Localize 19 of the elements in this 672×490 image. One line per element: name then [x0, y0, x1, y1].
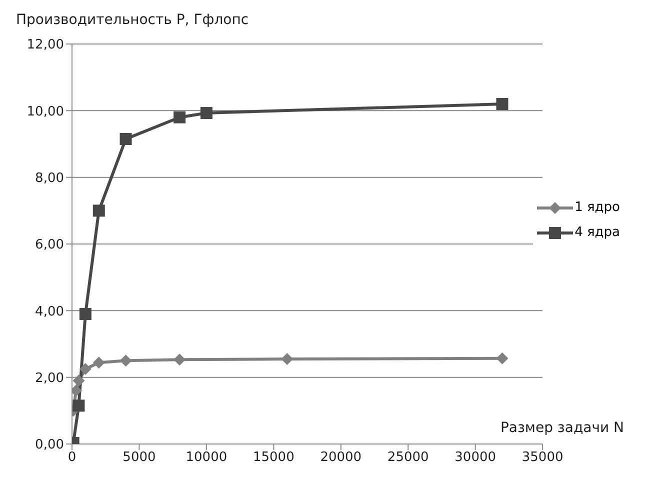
y-tick-label: 6,00 — [35, 238, 64, 253]
x-tick-label: 0 — [68, 450, 76, 466]
y-tick-label: 2,00 — [35, 370, 64, 386]
x-tick-label: 15000 — [252, 450, 294, 466]
x-tick-label: 10000 — [186, 450, 228, 466]
y-tick-label: 8,00 — [35, 170, 64, 186]
legend-label: 4 ядра — [574, 225, 620, 240]
x-tick-label: 25000 — [387, 450, 429, 466]
x-tick-label: 35000 — [522, 450, 564, 466]
y-tick-label: 10,00 — [26, 104, 64, 120]
y-tick-label: 0,00 — [35, 438, 64, 453]
legend-label: 1 ядро — [574, 200, 620, 215]
y-tick-label: 12,00 — [26, 38, 64, 53]
x-tick-label: 20000 — [320, 450, 362, 466]
x-axis-title: Размер задачи N — [500, 420, 624, 436]
y-axis-title: Производительность P, Гфлопс — [16, 12, 249, 28]
y-tick-label: 4,00 — [35, 304, 64, 320]
x-tick-label: 5000 — [122, 450, 156, 466]
x-tick-label: 30000 — [454, 450, 496, 466]
